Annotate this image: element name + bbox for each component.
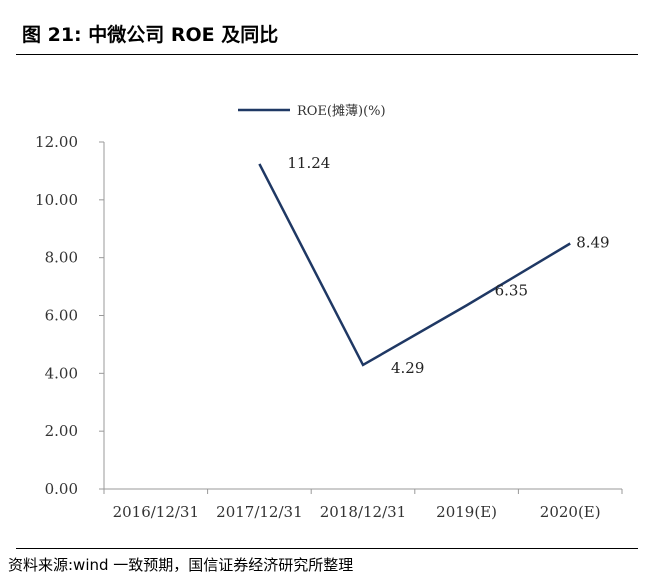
x-tick-label: 2019(E) <box>436 503 497 521</box>
source-note: 资料来源:wind 一致预期，国信证券经济研究所整理 <box>8 556 354 574</box>
y-tick-label: 4.00 <box>45 364 78 382</box>
y-tick-label: 10.00 <box>35 191 78 209</box>
x-tick-label: 2016/12/31 <box>113 503 199 521</box>
y-tick-label: 0.00 <box>45 480 78 498</box>
x-tick-label: 2018/12/31 <box>320 503 406 521</box>
y-tick-label: 8.00 <box>45 249 78 267</box>
footer-divider <box>16 548 638 549</box>
x-tick-label: 2017/12/31 <box>216 503 302 521</box>
chart-title: 图 21: 中微公司 ROE 及同比 <box>22 24 279 46</box>
data-label: 8.49 <box>576 233 609 251</box>
title-bar: 图 21: 中微公司 ROE 及同比 <box>16 8 638 55</box>
y-tick-label: 12.00 <box>35 133 78 151</box>
y-tick-label: 6.00 <box>45 307 78 325</box>
data-label: 4.29 <box>391 359 424 377</box>
data-label: 11.24 <box>287 154 330 172</box>
series-line-roe <box>258 163 571 367</box>
y-tick-label: 2.00 <box>45 422 78 440</box>
data-label: 6.35 <box>495 281 528 299</box>
x-tick-label: 2020(E) <box>540 503 601 521</box>
legend-label: ROE(摊薄)(%) <box>297 104 386 119</box>
